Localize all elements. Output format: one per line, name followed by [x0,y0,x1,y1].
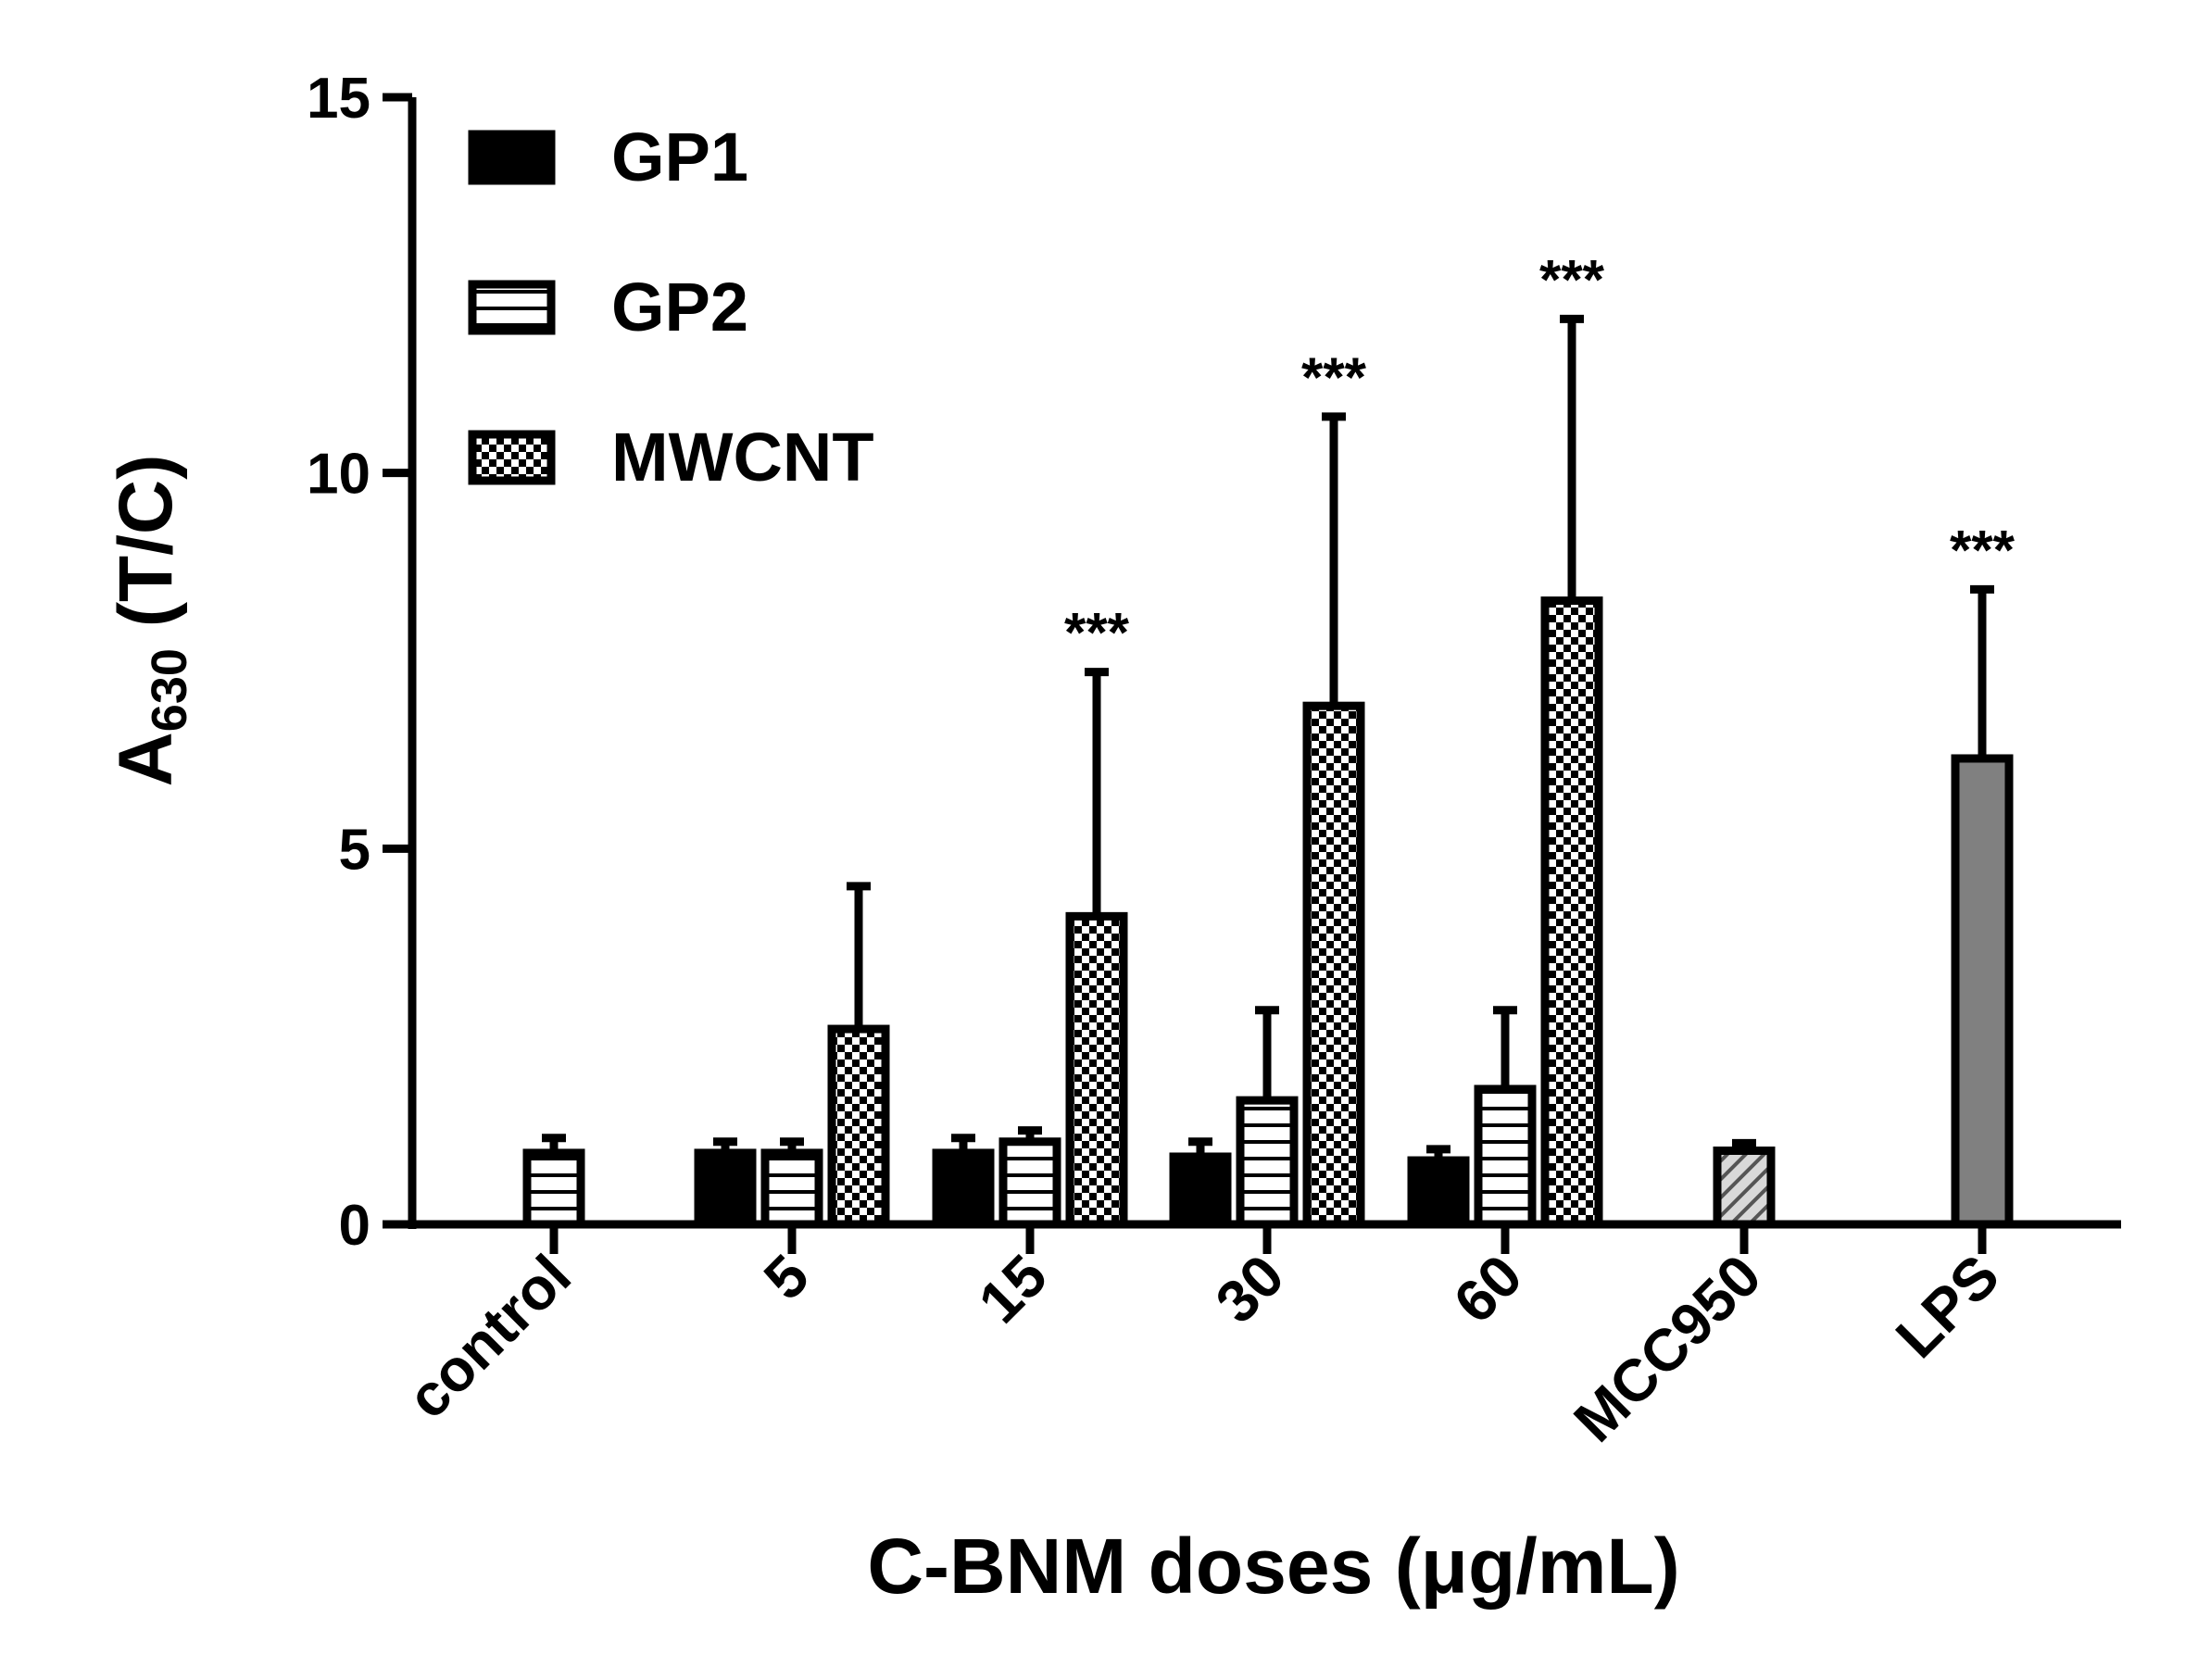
x-tick-label: 5 [751,1242,822,1312]
lps-bar [1951,754,2014,1229]
mwcnt-60-bar [1540,596,1603,1229]
gp1-60-bar [1407,1156,1470,1229]
mwcnt-15-bar [1065,911,1128,1229]
legend-label-gp1: GP1 [611,119,748,195]
control-bar [522,1148,585,1229]
labels: 0 5 10 15 control 5 15 30 60 MCC950 LPS *** *** *** **… [307,67,2015,1454]
x-tick-label: 30 [1203,1242,1297,1335]
legend-label-mwcnt: MWCNT [611,419,874,495]
gp2-30-bar [1236,1096,1299,1229]
bars [522,314,2014,1229]
y-tick-label: 5 [339,818,370,882]
mcc950-bar [1713,1146,1776,1229]
x-tick-label: control [395,1242,584,1431]
y-axis-title-sub: 630 [142,648,197,732]
x-tick-label: 15 [966,1242,1060,1335]
x-axis-title: C-BNM doses (μg/mL) [867,1523,1679,1610]
y-axis-title-main: A [104,732,188,786]
mwcnt-5-bar [827,1024,890,1229]
significance-label: *** [1301,346,1367,408]
y-tick-label: 10 [307,443,370,507]
gp1-30-bar [1169,1152,1232,1229]
legend-label-gp2: GP2 [611,269,748,345]
x-tick-label: LPS [1883,1242,2012,1371]
x-tick-label: 60 [1441,1242,1535,1335]
mwcnt-30-bar [1302,701,1365,1229]
gp1-5-bar [694,1148,757,1229]
x-tick-label: MCC950 [1561,1242,1773,1454]
gp2-60-bar [1474,1084,1537,1229]
y-axis-title-tail: (T/C) [104,455,188,648]
significance-label: *** [1064,602,1130,664]
y-tick-label: 0 [339,1194,370,1258]
legend-swatch-gp2 [468,280,556,335]
y-axis-title: A630 (T/C) [104,455,197,787]
gp1-15-bar [932,1148,995,1229]
significance-label: *** [1950,519,2015,581]
legend-swatch-mwcnt [468,430,556,485]
gp2-15-bar [998,1137,1061,1229]
y-tick-label: 15 [307,67,370,131]
gp2-5-bar [760,1148,823,1229]
legend-swatch-gp1 [468,130,556,185]
legend: GP1 GP2 MWCNT [468,119,874,495]
significance-label: *** [1539,248,1605,310]
